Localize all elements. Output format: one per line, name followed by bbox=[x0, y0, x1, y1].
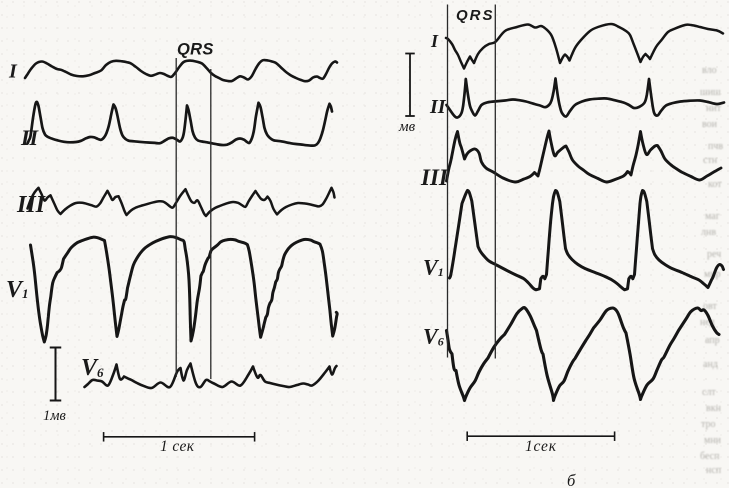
svg-text:слт: слт bbox=[702, 387, 716, 398]
svg-text:V6: V6 bbox=[423, 324, 444, 349]
svg-text:пчв: пчв bbox=[708, 141, 723, 152]
svg-text:V1: V1 bbox=[6, 277, 29, 303]
svg-text:стн: стн bbox=[703, 155, 718, 166]
svg-text:анд: анд bbox=[703, 359, 718, 370]
svg-text:III: III bbox=[16, 192, 47, 218]
svg-text:вои: вои bbox=[702, 119, 718, 130]
svg-text:1мв: 1мв bbox=[43, 408, 67, 424]
svg-text:I: I bbox=[430, 31, 439, 51]
svg-text:1 сек: 1 сек bbox=[160, 438, 195, 455]
svg-text:1сек: 1сек bbox=[525, 438, 557, 455]
svg-text:V6: V6 bbox=[81, 355, 104, 381]
svg-text:апр: апр bbox=[705, 335, 720, 346]
svg-text:шиш: шиш bbox=[700, 87, 721, 98]
svg-text:маг: маг bbox=[705, 211, 720, 222]
svg-text:III: III bbox=[420, 165, 449, 190]
svg-text:кот: кот bbox=[708, 179, 722, 190]
svg-text:нит: нит bbox=[706, 103, 722, 114]
svg-text:овт: овт bbox=[703, 301, 717, 312]
svg-text:мв: мв bbox=[398, 119, 416, 135]
svg-text:QRS: QRS bbox=[177, 41, 214, 59]
svg-text:нсп: нсп bbox=[706, 465, 722, 476]
svg-text:вло: вло bbox=[702, 65, 717, 76]
svg-text:бесп: бесп bbox=[700, 451, 720, 462]
svg-text:I: I bbox=[8, 61, 18, 83]
svg-text:нед: нед bbox=[700, 317, 715, 328]
svg-text:тро: тро bbox=[701, 419, 716, 430]
svg-text:мни: мни bbox=[704, 435, 722, 446]
svg-text:реч: реч bbox=[707, 249, 721, 260]
svg-text:V1: V1 bbox=[423, 255, 444, 280]
svg-text:вкн: вкн bbox=[706, 403, 722, 414]
svg-text:QRS: QRS bbox=[456, 7, 495, 24]
svg-text:II: II bbox=[20, 125, 40, 150]
svg-text:б: б bbox=[567, 471, 576, 488]
svg-text:II: II bbox=[429, 96, 447, 118]
svg-text:лнв: лнв bbox=[701, 227, 716, 238]
